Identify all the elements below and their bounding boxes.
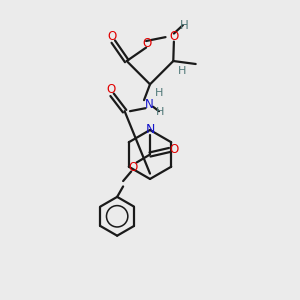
Text: O: O	[128, 161, 138, 174]
Text: O: O	[106, 83, 116, 96]
Text: O: O	[170, 143, 179, 156]
Text: O: O	[142, 37, 151, 50]
Text: H: H	[156, 107, 165, 117]
Text: N: N	[145, 98, 154, 111]
Text: H: H	[180, 19, 189, 32]
Text: H: H	[155, 88, 163, 98]
Text: N: N	[145, 124, 155, 136]
Text: O: O	[169, 30, 178, 43]
Text: H: H	[178, 67, 186, 76]
Text: O: O	[108, 30, 117, 43]
